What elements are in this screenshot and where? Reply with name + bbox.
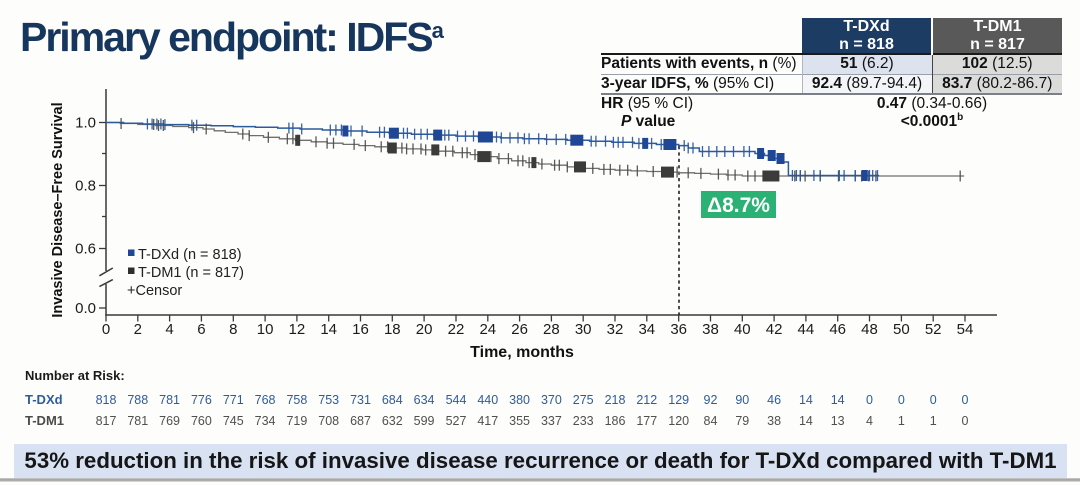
svg-text:Δ8.7%: Δ8.7% — [707, 194, 770, 217]
svg-text:1: 1 — [930, 414, 937, 428]
svg-text:380: 380 — [509, 393, 530, 407]
svg-text:46: 46 — [767, 393, 781, 407]
svg-text:50: 50 — [893, 321, 910, 338]
svg-text:233: 233 — [573, 414, 594, 428]
svg-text:Time, months: Time, months — [470, 344, 574, 361]
svg-text:34: 34 — [638, 321, 655, 338]
svg-text:0: 0 — [962, 393, 969, 407]
svg-text:1: 1 — [898, 414, 905, 428]
svg-text:10: 10 — [257, 321, 274, 338]
svg-text:0: 0 — [102, 321, 110, 338]
svg-text:Invasive Disease–Free Survival: Invasive Disease–Free Survival — [50, 102, 66, 317]
svg-text:0: 0 — [962, 414, 969, 428]
svg-text:+Censor: +Censor — [127, 283, 182, 299]
svg-text:527: 527 — [446, 414, 467, 428]
svg-text:46: 46 — [829, 321, 846, 338]
svg-text:760: 760 — [191, 414, 212, 428]
svg-text:0.8: 0.8 — [75, 178, 96, 195]
svg-text:40: 40 — [734, 321, 751, 338]
svg-text:T-DM1 (n = 817): T-DM1 (n = 817) — [138, 265, 244, 281]
svg-text:24: 24 — [479, 321, 496, 338]
svg-text:768: 768 — [255, 393, 276, 407]
svg-text:734: 734 — [255, 414, 276, 428]
svg-text:776: 776 — [191, 393, 212, 407]
svg-text:T-DXd: T-DXd — [25, 392, 63, 407]
svg-text:20: 20 — [416, 321, 433, 338]
svg-text:42: 42 — [766, 321, 783, 338]
svg-text:84: 84 — [704, 414, 718, 428]
svg-text:687: 687 — [350, 414, 371, 428]
svg-text:355: 355 — [509, 414, 530, 428]
svg-text:337: 337 — [541, 414, 562, 428]
svg-text:28: 28 — [543, 321, 560, 338]
svg-text:4: 4 — [866, 414, 873, 428]
svg-text:771: 771 — [223, 393, 244, 407]
svg-text:719: 719 — [286, 414, 307, 428]
svg-text:599: 599 — [414, 414, 435, 428]
svg-text:684: 684 — [382, 393, 403, 407]
svg-text:26: 26 — [511, 321, 528, 338]
svg-text:2: 2 — [134, 321, 142, 338]
svg-text:275: 275 — [573, 393, 594, 407]
svg-text:129: 129 — [668, 393, 689, 407]
svg-text:32: 32 — [607, 321, 624, 338]
svg-text:218: 218 — [605, 393, 626, 407]
svg-text:16: 16 — [352, 321, 369, 338]
svg-text:14: 14 — [799, 414, 813, 428]
svg-text:1.0: 1.0 — [75, 115, 96, 132]
svg-text:0: 0 — [866, 393, 873, 407]
svg-text:781: 781 — [159, 393, 180, 407]
svg-text:22: 22 — [448, 321, 465, 338]
svg-text:79: 79 — [735, 414, 749, 428]
svg-text:544: 544 — [446, 393, 467, 407]
svg-text:14: 14 — [831, 393, 845, 407]
svg-text:120: 120 — [668, 414, 689, 428]
svg-text:781: 781 — [127, 414, 148, 428]
svg-text:8: 8 — [229, 321, 237, 338]
svg-text:769: 769 — [159, 414, 180, 428]
svg-text:634: 634 — [414, 393, 435, 407]
svg-text:48: 48 — [861, 321, 878, 338]
svg-text:54: 54 — [957, 321, 974, 338]
svg-text:731: 731 — [350, 393, 371, 407]
svg-text:758: 758 — [286, 393, 307, 407]
svg-text:13: 13 — [831, 414, 845, 428]
svg-text:92: 92 — [704, 393, 718, 407]
svg-text:36: 36 — [670, 321, 687, 338]
svg-text:0.0: 0.0 — [75, 300, 96, 317]
svg-text:52: 52 — [925, 321, 942, 338]
svg-text:Number at Risk:: Number at Risk: — [25, 368, 125, 383]
svg-text:177: 177 — [636, 414, 657, 428]
svg-text:38: 38 — [767, 414, 781, 428]
svg-text:18: 18 — [384, 321, 401, 338]
svg-text:T-DM1: T-DM1 — [25, 413, 64, 428]
svg-text:6: 6 — [197, 321, 205, 338]
svg-text:708: 708 — [318, 414, 339, 428]
svg-text:0: 0 — [930, 393, 937, 407]
svg-text:186: 186 — [605, 414, 626, 428]
svg-text:12: 12 — [289, 321, 306, 338]
svg-text:788: 788 — [127, 393, 148, 407]
svg-text:14: 14 — [320, 321, 337, 338]
svg-text:90: 90 — [735, 393, 749, 407]
svg-text:T-DXd (n = 818): T-DXd (n = 818) — [138, 247, 242, 263]
svg-text:0.6: 0.6 — [75, 241, 96, 258]
svg-text:753: 753 — [318, 393, 339, 407]
svg-text:370: 370 — [541, 393, 562, 407]
svg-text:818: 818 — [96, 393, 117, 407]
svg-text:38: 38 — [702, 321, 719, 338]
svg-text:212: 212 — [636, 393, 657, 407]
svg-text:440: 440 — [477, 393, 498, 407]
svg-text:0: 0 — [898, 393, 905, 407]
svg-text:14: 14 — [799, 393, 813, 407]
svg-text:30: 30 — [575, 321, 592, 338]
svg-text:4: 4 — [165, 321, 173, 338]
svg-text:745: 745 — [223, 414, 244, 428]
svg-text:817: 817 — [96, 414, 117, 428]
svg-text:632: 632 — [382, 414, 403, 428]
svg-text:44: 44 — [798, 321, 815, 338]
svg-text:417: 417 — [477, 414, 498, 428]
